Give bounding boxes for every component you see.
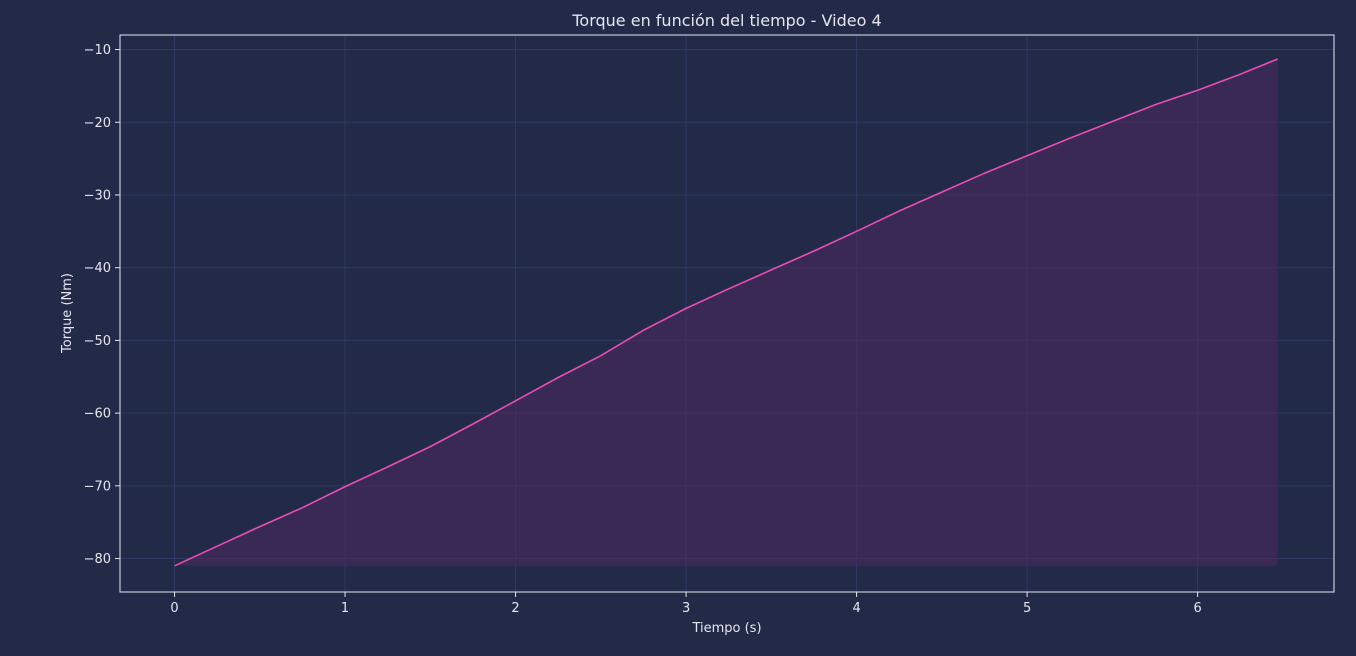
x-tick-label: 2 (511, 601, 519, 616)
x-tick-label: 3 (682, 601, 690, 616)
torque-line (174, 58, 1279, 567)
area-fill (174, 59, 1278, 566)
y-axis-label: Torque (Nm) (60, 273, 75, 354)
y-tick-label: −20 (84, 116, 111, 131)
y-axis-ticks: −80 −70 −60 −50 −40 −30 −20 −10 (84, 43, 120, 567)
x-axis-ticks: 0 1 2 3 4 5 6 (170, 592, 1202, 616)
y-tick-label: −30 (84, 188, 111, 203)
x-tick-label: 0 (170, 601, 178, 616)
x-tick-label: 1 (341, 601, 349, 616)
y-tick-label: −40 (84, 261, 111, 276)
y-tick-label: −70 (84, 479, 111, 494)
y-tick-label: −60 (84, 407, 111, 422)
plot-frame (119, 34, 1335, 593)
x-tick-label: 4 (852, 601, 860, 616)
y-tick-label: −50 (84, 334, 111, 349)
x-axis-label: Tiempo (s) (691, 621, 761, 636)
y-tick-label: −80 (84, 552, 111, 567)
y-tick-label: −10 (84, 43, 111, 58)
x-tick-label: 6 (1193, 601, 1201, 616)
x-tick-label: 5 (1023, 601, 1031, 616)
area-series (174, 58, 1279, 567)
chart-title: Torque en función del tiempo - Video 4 (571, 11, 881, 30)
